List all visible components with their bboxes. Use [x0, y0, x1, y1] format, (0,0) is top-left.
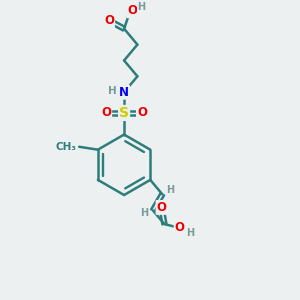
Text: H: H	[137, 2, 146, 12]
Text: O: O	[157, 201, 166, 214]
Text: S: S	[119, 106, 129, 120]
Text: O: O	[128, 4, 138, 17]
Text: O: O	[104, 14, 114, 27]
Text: N: N	[119, 86, 129, 99]
Text: H: H	[186, 228, 194, 238]
Text: O: O	[137, 106, 147, 119]
Text: H: H	[140, 208, 148, 218]
Text: O: O	[175, 221, 185, 234]
Text: H: H	[166, 185, 174, 195]
Text: CH₃: CH₃	[56, 142, 77, 152]
Text: H: H	[108, 86, 116, 96]
Text: O: O	[101, 106, 111, 119]
